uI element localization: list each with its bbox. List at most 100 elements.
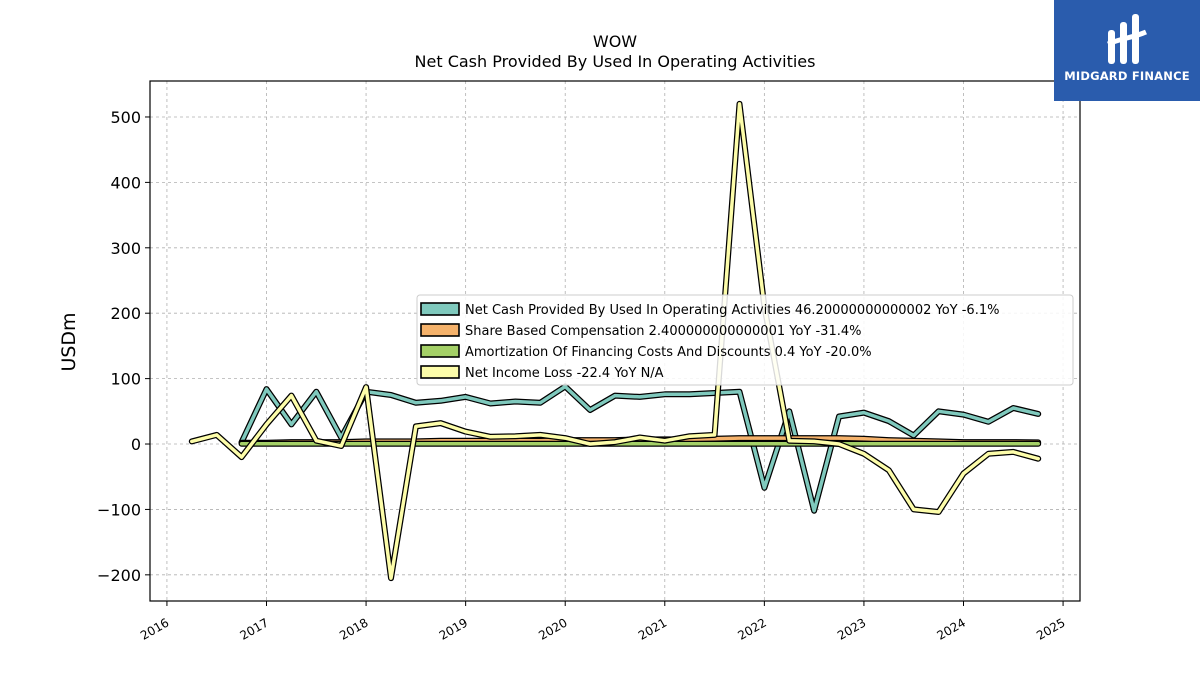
x-tick-label: 2017 (238, 615, 271, 642)
series-1-point (389, 393, 393, 397)
series-2-point (737, 436, 741, 440)
x-tick-label: 2025 (1034, 615, 1067, 642)
series-4-point (962, 471, 966, 475)
series-4-point (837, 442, 841, 446)
series-3-point (538, 442, 542, 446)
series-3-point (439, 442, 443, 446)
series-3-point (962, 442, 966, 446)
x-tick-label: 2023 (835, 615, 868, 642)
series-1-point (812, 509, 816, 513)
series-1-point (912, 434, 916, 438)
y-tick-label: 400 (110, 173, 141, 192)
series-3-point (688, 442, 692, 446)
series-2-point (837, 436, 841, 440)
y-tick-label: 500 (110, 108, 141, 127)
y-axis-label: USDm (58, 312, 80, 371)
x-tick-label: 2020 (536, 615, 569, 642)
brand-logo: MIDGARD FINANCE (1054, 0, 1200, 101)
series-4-point (563, 436, 567, 440)
series-1-point (314, 390, 318, 394)
series-3-point (862, 442, 866, 446)
series-4-point (713, 433, 717, 437)
series-3-point (364, 442, 368, 446)
y-tick-label: −100 (97, 500, 141, 519)
series-3-point (1011, 442, 1015, 446)
series-3-point (513, 442, 517, 446)
series-4-point (588, 442, 592, 446)
series-3-point (1036, 442, 1040, 446)
series-4-point (489, 435, 493, 439)
chart-subtitle: Net Cash Provided By Used In Operating A… (415, 52, 816, 71)
legend-swatch (420, 365, 460, 379)
series-2-point (862, 437, 866, 441)
x-tick-label: 2016 (138, 615, 171, 642)
series-4-point (264, 422, 268, 426)
series-1-point (414, 401, 418, 405)
midgard-logo-icon (1107, 14, 1147, 64)
series-4-point (190, 439, 194, 443)
series-1-point (489, 401, 493, 405)
series-3-point (240, 442, 244, 446)
series-1-point (638, 395, 642, 399)
series-3-point (713, 442, 717, 446)
series-3-point (937, 442, 941, 446)
series-1-point (937, 409, 941, 413)
series-4-point (364, 385, 368, 389)
legend: Net Cash Provided By Used In Operating A… (416, 294, 1074, 386)
y-tick-label: 200 (110, 304, 141, 323)
series-4-point (513, 434, 517, 438)
series-1-point (962, 413, 966, 417)
series-4-point (389, 576, 393, 580)
series-4-point (314, 439, 318, 443)
series-4-point (912, 507, 916, 511)
series-4-point (289, 394, 293, 398)
series-4-point (1011, 450, 1015, 454)
series-1-point (264, 387, 268, 391)
series-3-point (264, 442, 268, 446)
series-1-point (986, 420, 990, 424)
series-1-point (887, 419, 891, 423)
series-1-point (289, 422, 293, 426)
series-3-point (762, 442, 766, 446)
series-1-point (513, 400, 517, 404)
plot-frame (149, 80, 1081, 602)
series-1-point (439, 399, 443, 403)
series-3-point (389, 442, 393, 446)
y-tick-label: 300 (110, 239, 141, 258)
logo-text: MIDGARD FINANCE (1064, 69, 1190, 83)
y-tick-label: 0 (131, 435, 141, 454)
legend-entry-2: Share Based Compensation 2.4000000000000… (465, 324, 861, 339)
series-2-point (713, 437, 717, 441)
series-1-point (862, 411, 866, 415)
series-4-point (937, 510, 941, 514)
series-1-point (588, 408, 592, 412)
series-4-point (663, 439, 667, 443)
series-1-point (1011, 406, 1015, 410)
series-4-point (538, 433, 542, 437)
series-4-point (439, 421, 443, 425)
series-4-point (986, 452, 990, 456)
series-3-point (489, 442, 493, 446)
x-tick-label: 2019 (437, 615, 470, 642)
series-4-point (862, 452, 866, 456)
series-1-point (837, 415, 841, 419)
series-4-point (1036, 457, 1040, 461)
chart-title: WOW (593, 32, 637, 51)
series-1-point (613, 394, 617, 398)
series-3-point (986, 442, 990, 446)
legend-swatch (420, 323, 460, 337)
series-3-point (887, 442, 891, 446)
series-4-point (240, 455, 244, 459)
legend-box (416, 294, 1074, 386)
series-1-point (464, 395, 468, 399)
series-1-point (688, 392, 692, 396)
series-4-point (887, 468, 891, 472)
series-1-point (1036, 412, 1040, 416)
series-4-point (613, 440, 617, 444)
x-tick-label: 2024 (935, 615, 968, 642)
y-tick-label: −200 (97, 566, 141, 585)
series-3-point (563, 442, 567, 446)
series-2-point (762, 436, 766, 440)
series-lines (188, 100, 1042, 582)
